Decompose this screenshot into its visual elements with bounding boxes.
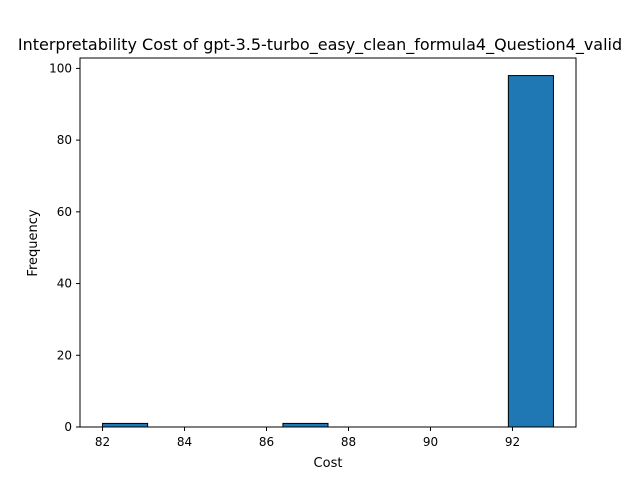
- x-axis-ticks: 82 84 86 88 90 92: [95, 427, 520, 449]
- histogram-bar: [102, 422, 149, 428]
- y-tick-label: 80: [57, 133, 72, 147]
- plot-frame: [79, 57, 577, 428]
- x-tick-label: 90: [423, 435, 438, 449]
- histogram-bar: [282, 422, 329, 428]
- x-tick-label: 92: [505, 435, 520, 449]
- y-tick-label: 60: [57, 205, 72, 219]
- chart-title: Interpretability Cost of gpt-3.5-turbo_e…: [18, 35, 622, 55]
- y-tick-label: 20: [57, 348, 72, 362]
- x-tick-label: 88: [341, 435, 356, 449]
- x-tick-label: 86: [259, 435, 274, 449]
- y-tick-label: 100: [49, 61, 72, 75]
- x-axis-label: Cost: [314, 456, 343, 471]
- y-axis-ticks: 0 20 40 60 80 100: [49, 61, 80, 434]
- y-axis-label: Frequency: [26, 209, 41, 276]
- y-tick-label: 0: [64, 420, 72, 434]
- bars-group: [102, 75, 554, 428]
- histogram-bar: [507, 75, 554, 428]
- y-tick-label: 40: [57, 277, 72, 291]
- x-tick-label: 84: [177, 435, 192, 449]
- x-tick-label: 82: [95, 435, 110, 449]
